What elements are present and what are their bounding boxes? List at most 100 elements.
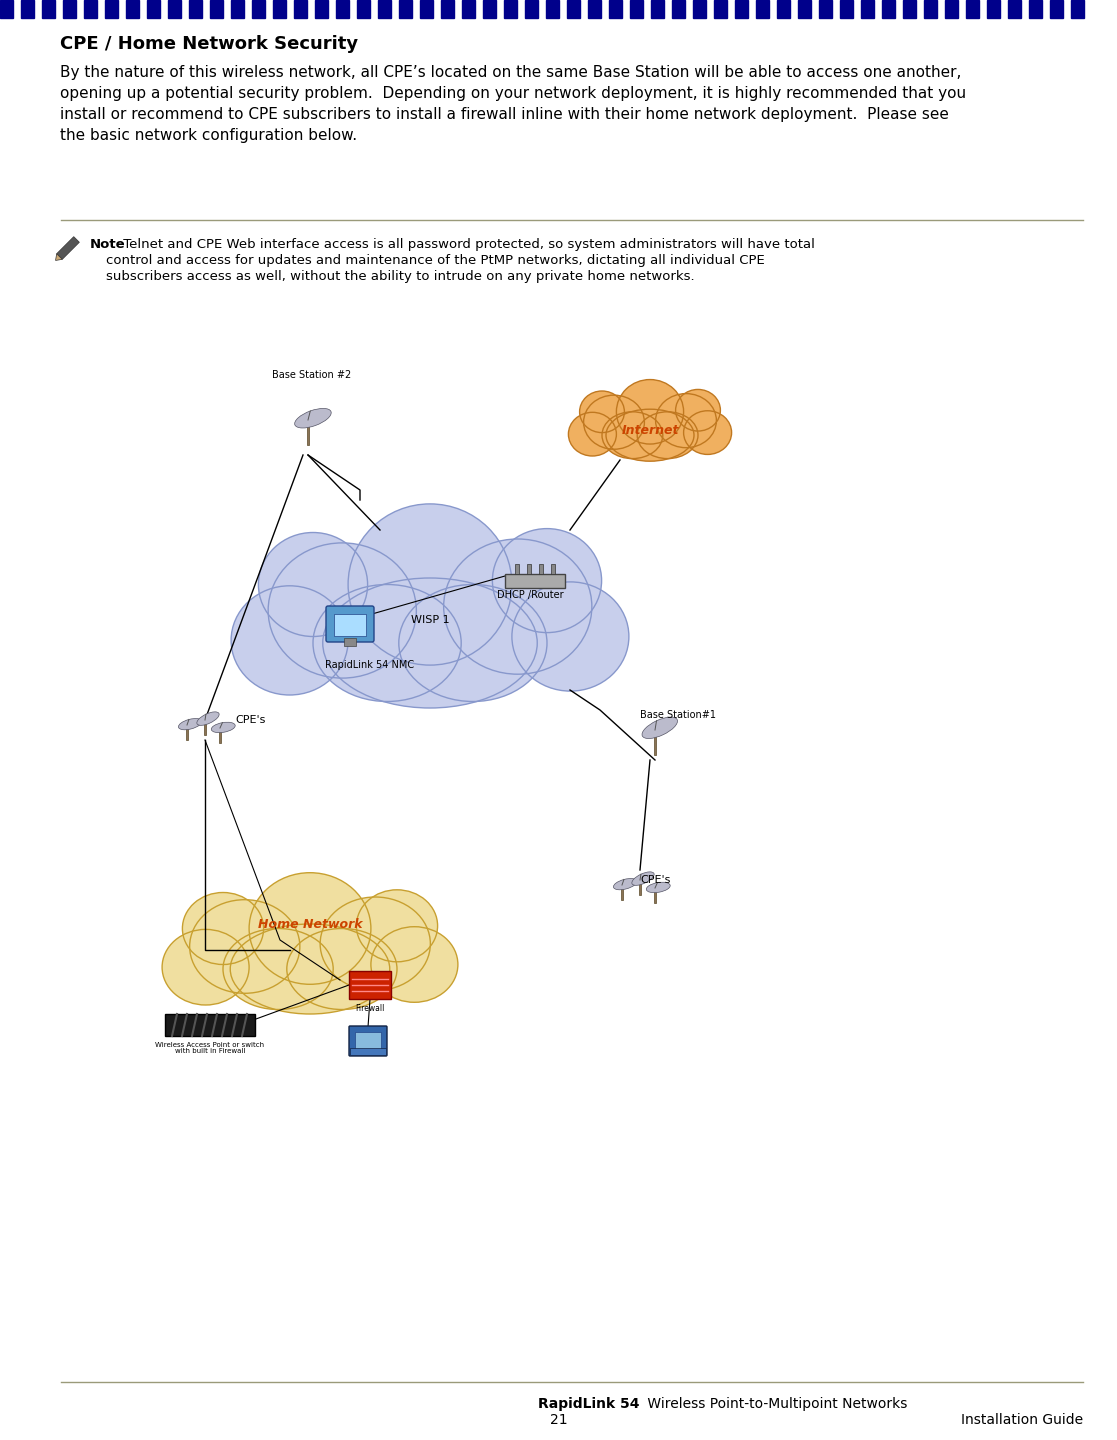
Ellipse shape <box>321 897 430 991</box>
Bar <box>527 564 531 575</box>
Bar <box>344 638 356 647</box>
Bar <box>504 0 517 17</box>
Bar <box>630 0 643 17</box>
Bar <box>621 886 623 900</box>
Ellipse shape <box>583 395 645 449</box>
Bar <box>735 0 748 17</box>
Ellipse shape <box>637 412 698 458</box>
Text: Wireless Point-to-Multipoint Networks: Wireless Point-to-Multipoint Networks <box>643 1397 907 1411</box>
Ellipse shape <box>258 533 367 636</box>
Bar <box>505 575 565 588</box>
Bar <box>42 0 55 17</box>
Bar <box>168 0 181 17</box>
Bar <box>903 0 916 17</box>
Text: CPE's: CPE's <box>640 876 670 886</box>
Bar <box>306 420 309 445</box>
Bar <box>105 0 118 17</box>
Bar <box>515 564 519 575</box>
Bar <box>165 1014 255 1035</box>
Bar <box>334 613 366 636</box>
Bar <box>777 0 790 17</box>
Ellipse shape <box>349 504 512 665</box>
Ellipse shape <box>613 878 637 890</box>
Bar <box>1029 0 1042 17</box>
Ellipse shape <box>632 871 655 886</box>
Bar <box>420 0 433 17</box>
Bar <box>546 0 558 17</box>
Ellipse shape <box>512 582 629 691</box>
Ellipse shape <box>399 585 547 701</box>
Bar <box>187 724 188 740</box>
Ellipse shape <box>642 717 678 739</box>
Ellipse shape <box>443 539 592 674</box>
Bar <box>655 888 656 903</box>
Ellipse shape <box>182 893 264 965</box>
Ellipse shape <box>179 719 202 730</box>
Ellipse shape <box>323 577 537 708</box>
FancyBboxPatch shape <box>326 606 374 642</box>
Ellipse shape <box>647 883 670 893</box>
Bar <box>378 0 391 17</box>
Text: RapidLink 54: RapidLink 54 <box>538 1397 640 1411</box>
Bar <box>798 0 811 17</box>
Bar <box>609 0 622 17</box>
Ellipse shape <box>580 392 624 432</box>
Text: CPE / Home Network Security: CPE / Home Network Security <box>60 35 359 53</box>
Bar <box>399 0 412 17</box>
Bar <box>1071 0 1083 17</box>
Bar <box>189 0 202 17</box>
Bar <box>924 0 937 17</box>
Text: Base Station#1: Base Station#1 <box>640 710 716 720</box>
Bar <box>987 0 1000 17</box>
Ellipse shape <box>617 380 684 444</box>
FancyBboxPatch shape <box>349 1025 386 1056</box>
Ellipse shape <box>356 890 438 962</box>
Bar <box>1008 0 1021 17</box>
Ellipse shape <box>230 924 390 1014</box>
Ellipse shape <box>249 873 371 985</box>
Text: DHCP /Router: DHCP /Router <box>497 590 563 600</box>
Text: subscribers access as well, without the ability to intrude on any private home n: subscribers access as well, without the … <box>106 271 695 284</box>
Ellipse shape <box>656 393 716 448</box>
Bar <box>294 0 307 17</box>
Bar <box>231 0 244 17</box>
Ellipse shape <box>313 585 461 701</box>
Bar <box>441 0 454 17</box>
Bar <box>651 0 663 17</box>
Ellipse shape <box>493 528 602 632</box>
Bar <box>540 564 543 575</box>
Ellipse shape <box>211 723 236 733</box>
Text: Installation Guide: Installation Guide <box>962 1413 1083 1427</box>
Text: Note: Note <box>90 238 125 251</box>
Text: RapidLink 54 NMC: RapidLink 54 NMC <box>325 660 414 670</box>
Text: Base Station #2: Base Station #2 <box>273 370 351 380</box>
Ellipse shape <box>197 711 219 726</box>
Bar <box>204 720 206 736</box>
Bar <box>966 0 978 17</box>
Bar <box>462 0 475 17</box>
Ellipse shape <box>231 586 349 696</box>
Bar <box>945 0 958 17</box>
Bar <box>21 0 34 17</box>
Ellipse shape <box>190 900 299 994</box>
Bar <box>551 564 555 575</box>
Bar <box>756 0 768 17</box>
Text: CPE's: CPE's <box>235 716 266 724</box>
Bar <box>357 0 370 17</box>
Bar <box>355 1032 381 1050</box>
Bar <box>653 730 657 755</box>
Ellipse shape <box>607 409 694 461</box>
Bar <box>63 0 76 17</box>
Text: Internet: Internet <box>621 423 679 436</box>
Text: 21: 21 <box>550 1413 567 1427</box>
Bar <box>639 880 641 896</box>
Bar <box>567 0 580 17</box>
Bar <box>0 0 13 17</box>
Bar <box>350 1048 386 1056</box>
Polygon shape <box>57 236 79 259</box>
Ellipse shape <box>268 543 417 678</box>
Bar <box>1050 0 1063 17</box>
Text: Wireless Access Point or switch: Wireless Access Point or switch <box>155 1043 265 1048</box>
Bar <box>147 0 160 17</box>
Bar <box>126 0 139 17</box>
